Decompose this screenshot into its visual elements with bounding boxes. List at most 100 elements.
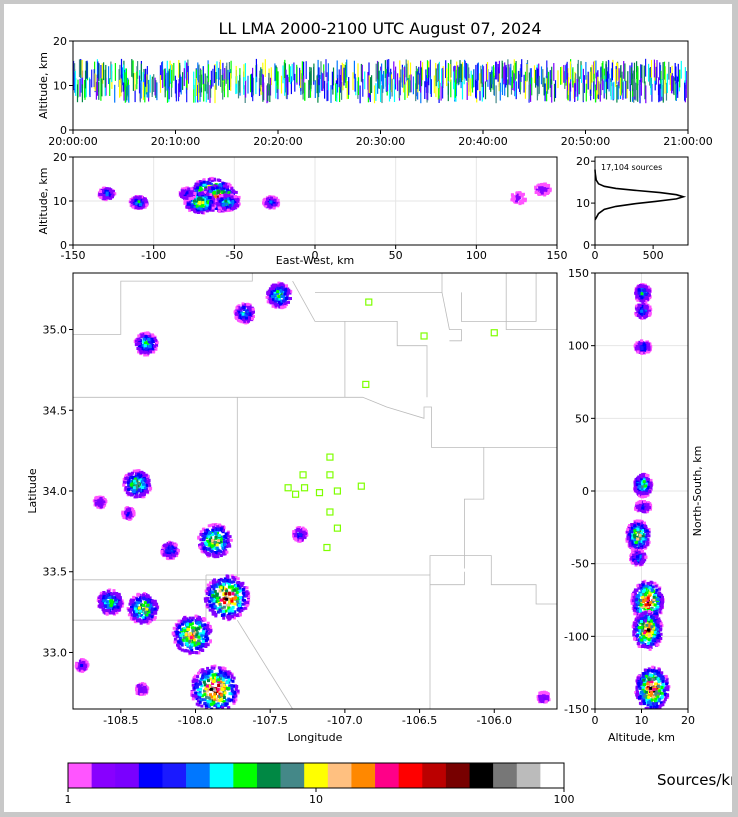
plan-view-cell (111, 607, 115, 610)
plan-view-cell (237, 310, 241, 314)
plan-view-cell (283, 302, 287, 306)
time-height-stroke (623, 61, 625, 79)
ew-height-cell (186, 194, 190, 198)
plan-view-cell (200, 542, 204, 546)
plan-view-cell (225, 597, 229, 601)
plan-view-cell (104, 595, 108, 599)
time-height-stroke (602, 61, 604, 79)
plan-view-cell (222, 693, 226, 697)
plan-view-cell (293, 535, 297, 539)
time-height-xtick-label: 20:50:00 (561, 135, 610, 148)
plan-view-cell (215, 585, 219, 589)
time-height-stroke (299, 67, 301, 86)
plan-view-cell (135, 339, 138, 343)
plan-view-cell (215, 546, 219, 550)
plan-view-cell (165, 552, 169, 556)
plan-view-cell (227, 543, 231, 547)
plan-view-cell (226, 616, 230, 620)
plan-view-cell (112, 589, 116, 593)
plan-view-cell (111, 609, 115, 613)
time-height-stroke (589, 71, 591, 90)
time-height-stroke (317, 59, 319, 78)
plan-view-cell (271, 295, 274, 299)
time-height-stroke (210, 70, 212, 89)
plan-view-cell (145, 600, 149, 604)
plan-view-cell (237, 599, 241, 603)
time-height-stroke (319, 74, 321, 93)
time-height-stroke (94, 73, 96, 92)
time-height-stroke (544, 83, 546, 102)
time-height-stroke (308, 80, 310, 98)
time-height-stroke (78, 59, 81, 78)
time-height-stroke (670, 73, 672, 91)
plan-view-cell (214, 593, 218, 596)
time-height-stroke (269, 77, 272, 96)
plan-view-cell (120, 604, 124, 608)
time-height-stroke (289, 66, 292, 85)
plan-view-cell (194, 614, 198, 618)
plan-view-cell (177, 634, 181, 638)
plan-view-cell (107, 609, 111, 613)
plan-view-cell (130, 479, 134, 483)
plan-view-cell (191, 680, 195, 684)
plan-view-cell (180, 642, 184, 646)
plan-view-cell (166, 556, 169, 560)
time-height-stroke (489, 72, 491, 90)
ew-height-cell (201, 204, 205, 208)
time-height-stroke (145, 69, 147, 87)
plan-view-cell (200, 694, 204, 698)
ew-height-cell (205, 197, 209, 201)
plan-view-cell (240, 608, 244, 612)
ew-height-cell (186, 203, 190, 207)
ew-height-cell (215, 207, 219, 210)
plan-view-cell (152, 603, 156, 607)
ew-height-cell (193, 199, 196, 203)
plan-view-cell (227, 611, 231, 615)
plan-view-cell (214, 532, 218, 536)
ew-height-cell (266, 197, 269, 201)
time-height-stroke (528, 72, 530, 91)
time-height-stroke (120, 78, 122, 97)
plan-view-cell (211, 612, 215, 616)
plan-view-cell (142, 340, 146, 344)
plan-view-cell (125, 473, 129, 477)
time-height-stroke (131, 59, 133, 77)
plan-view-cell (144, 593, 148, 597)
time-height-stroke (120, 58, 123, 77)
plan-view-cell (206, 643, 210, 647)
time-height-stroke (445, 60, 447, 79)
time-height-stroke (510, 76, 513, 95)
ew-height-cell (191, 186, 195, 190)
ew-height-cell (129, 200, 133, 204)
ew-height-cell (263, 197, 267, 201)
plan-view-cell (207, 631, 211, 635)
plan-view-cell (236, 577, 240, 581)
time-height-stroke (593, 60, 596, 79)
plan-view-cell (222, 528, 226, 532)
plan-view-cell (188, 616, 192, 620)
plan-view-cell (216, 676, 219, 680)
plan-view-cell (134, 473, 138, 477)
time-height-stroke (600, 66, 602, 85)
ew-height-cell (233, 205, 237, 208)
ew-height-cell (220, 205, 223, 209)
time-height-stroke (361, 64, 363, 83)
ew-height-cell (131, 196, 135, 200)
plan-view-cell (273, 302, 277, 306)
ew-height-cell (515, 199, 519, 203)
ew-xtick-label: 0 (312, 249, 319, 262)
plan-view-cell (212, 676, 216, 680)
plan-view-cell (176, 643, 179, 647)
plan-view-cell (230, 692, 234, 696)
plan-view-cell (218, 711, 221, 714)
time-height-stroke (318, 67, 320, 86)
ew-height-cell (212, 197, 215, 201)
plan-view-cell (209, 639, 212, 643)
time-height-stroke (73, 72, 75, 91)
plan-view-cell (146, 342, 150, 346)
ew-height-cell (194, 195, 198, 199)
time-height-stroke (397, 73, 399, 92)
time-height-stroke (569, 61, 571, 80)
plan-view-cell (186, 621, 190, 625)
plan-view-cell (201, 676, 204, 680)
